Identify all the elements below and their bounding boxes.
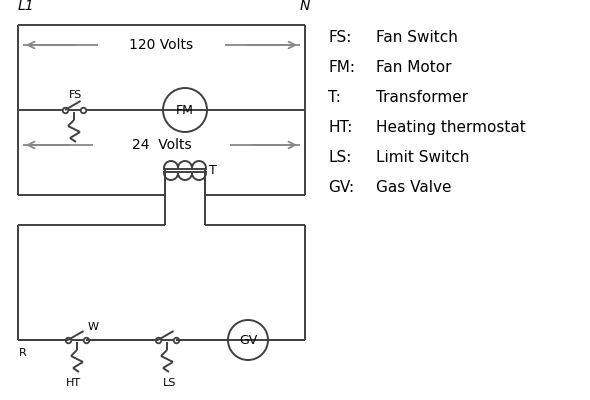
Text: Fan Motor: Fan Motor [376,60,451,75]
Text: L1: L1 [18,0,35,13]
Text: Fan Switch: Fan Switch [376,30,458,45]
Text: FS: FS [69,90,82,100]
Text: R: R [19,348,27,358]
Text: LS:: LS: [328,150,352,165]
Text: N: N [300,0,310,13]
Text: W: W [88,322,99,332]
Text: T: T [209,164,217,176]
Text: 120 Volts: 120 Volts [129,38,194,52]
Text: 24  Volts: 24 Volts [132,138,191,152]
Text: HT: HT [66,378,81,388]
Text: LS: LS [163,378,176,388]
Text: FS:: FS: [328,30,352,45]
Text: Transformer: Transformer [376,90,468,105]
Text: T:: T: [328,90,341,105]
Text: Heating thermostat: Heating thermostat [376,120,526,135]
Text: Gas Valve: Gas Valve [376,180,451,195]
Text: FM:: FM: [328,60,355,75]
Text: HT:: HT: [328,120,352,135]
Text: FM: FM [176,104,194,116]
Text: Limit Switch: Limit Switch [376,150,470,165]
Text: GV: GV [239,334,257,346]
Text: GV:: GV: [328,180,354,195]
